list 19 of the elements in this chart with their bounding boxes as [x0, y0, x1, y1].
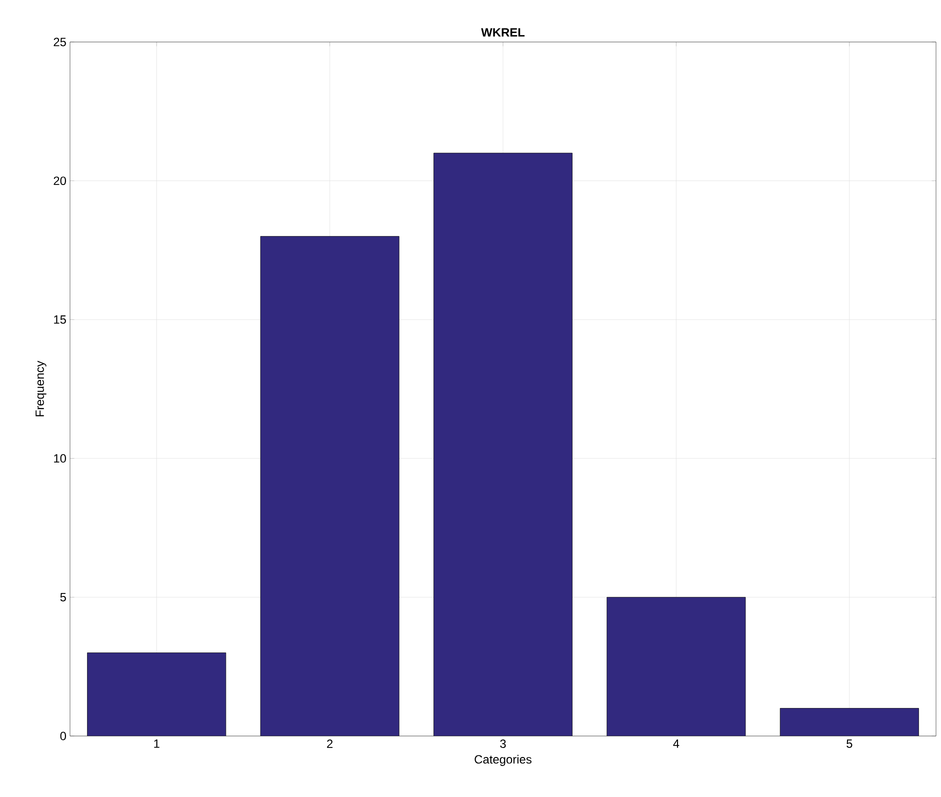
y-tick-label: 10: [54, 454, 66, 463]
x-axis-title: Categories: [474, 754, 532, 766]
y-tick-label: 5: [60, 593, 66, 602]
y-tick-label: 15: [54, 315, 66, 324]
y-tick-label: 25: [54, 38, 66, 46]
x-tick-label: 1: [154, 740, 160, 748]
bar: [606, 597, 746, 736]
x-tick-label: 3: [500, 740, 506, 748]
x-tick-label: 5: [846, 740, 852, 748]
x-tick-label: 2: [327, 740, 333, 748]
x-tick-label: 4: [673, 740, 680, 748]
chart-title: WKREL: [481, 28, 525, 36]
y-tick-label: 20: [54, 176, 66, 186]
bar: [434, 152, 572, 736]
y-tick-label: 0: [60, 732, 66, 740]
y-axis-title: Frequency: [36, 360, 46, 416]
bar: [87, 652, 226, 736]
bar: [780, 708, 919, 736]
bar: [260, 236, 400, 736]
